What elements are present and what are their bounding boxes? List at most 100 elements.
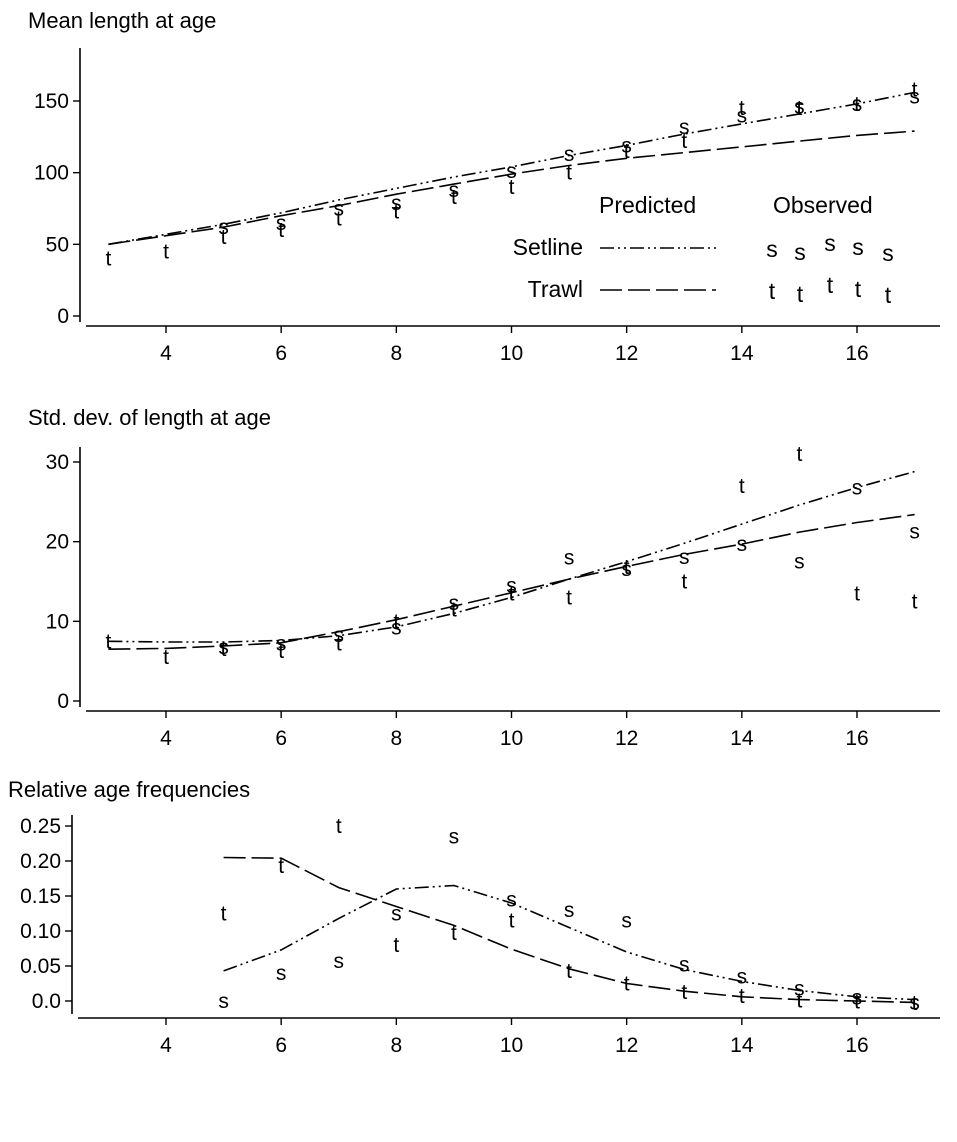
trawl-observed-point: t <box>854 582 860 605</box>
y-tick-label: 0 <box>57 690 69 713</box>
setline-observed-point: s <box>679 116 690 139</box>
x-tick-label: 10 <box>500 727 523 750</box>
trawl-observed-point: t <box>912 992 918 1015</box>
x-tick-label: 10 <box>500 342 523 365</box>
setline-observed-point: s <box>334 198 345 221</box>
x-tick-label: 8 <box>390 727 402 750</box>
x-tick-label: 12 <box>615 727 638 750</box>
legend-marker-trawl: t <box>769 278 776 304</box>
panel-title: Mean length at age <box>28 8 216 33</box>
setline-observed-point: s <box>506 889 517 912</box>
setline-observed-point: s <box>909 520 920 543</box>
x-tick-label: 14 <box>730 342 754 365</box>
trawl-observed-point: t <box>796 443 802 466</box>
setline-observed-point: s <box>506 574 517 597</box>
setline-observed-point: s <box>909 991 920 1014</box>
y-tick-label: 0.05 <box>20 955 61 978</box>
trawl-observed-point: t <box>624 556 630 579</box>
x-tick-label: 4 <box>160 342 172 365</box>
setline-observed-point: s <box>737 966 748 989</box>
trawl-observed-point: t <box>278 640 284 663</box>
y-tick-label: 50 <box>46 233 69 256</box>
setline-observed-point: s <box>852 987 863 1010</box>
x-tick-label: 4 <box>160 727 172 750</box>
y-tick-label: 0.10 <box>20 920 61 943</box>
setline-observed-point: s <box>679 546 690 569</box>
x-tick-label: 8 <box>390 342 402 365</box>
trawl-observed-point: t <box>105 630 111 653</box>
legend-header-observed: Observed <box>773 192 873 218</box>
panel-2: Std. dev. of length at age 0 10 20 30 4 6 8 10 12… <box>28 405 940 750</box>
y-tick-label: 0 <box>57 305 69 328</box>
x-tick-label: 16 <box>845 727 868 750</box>
trawl-observed-point: t <box>854 991 860 1014</box>
trawl-observed-point: t <box>221 638 227 661</box>
setline-observed-point: s <box>334 950 345 973</box>
setline-observed-point: s <box>391 192 402 215</box>
setline-observed-point: s <box>564 143 575 166</box>
setline-observed-point: s <box>852 93 863 116</box>
trawl-observed-point: t <box>451 598 457 621</box>
setline-observed-point: s <box>218 216 229 239</box>
legend-marker-trawl: t <box>885 282 892 308</box>
trawl-observed-point: t <box>163 241 169 264</box>
x-tick-label: 16 <box>845 342 868 365</box>
x-tick-label: 14 <box>730 1034 754 1057</box>
x-tick-label: 16 <box>845 1034 868 1057</box>
trawl-observed-point: t <box>739 475 745 498</box>
setline-observed-point: s <box>794 977 805 1000</box>
panel-3: Relative age frequencies 0.0 0.05 0.10 0.15 0… <box>8 777 940 1057</box>
setline-observed-point: s <box>737 104 748 127</box>
trawl-observed-point: t <box>451 186 457 209</box>
trawl-observed-point: t <box>509 910 515 933</box>
legend-marker-setline: s <box>766 236 778 262</box>
trawl-observed-point: t <box>796 989 802 1012</box>
setline-observed-point: s <box>218 636 229 659</box>
y-tick-label: 0.25 <box>20 815 61 838</box>
legend-marker-trawl: t <box>827 272 834 298</box>
setline-observed-point: s <box>276 633 287 656</box>
trawl-observed-point: t <box>566 586 572 609</box>
trawl-observed-point: t <box>739 97 745 120</box>
trawl-observed-point: t <box>624 973 630 996</box>
y-tick-label: 0.20 <box>20 850 61 873</box>
y-tick-label: 100 <box>34 162 69 185</box>
x-tick-label: 10 <box>500 1034 523 1057</box>
trawl-observed-point: t <box>566 960 572 983</box>
trawl-observed-point: t <box>509 582 515 605</box>
y-tick-label: 150 <box>34 90 69 113</box>
setline-observed-point: s <box>449 592 460 615</box>
trawl-observed-point: t <box>681 981 687 1004</box>
x-tick-label: 12 <box>615 1034 638 1057</box>
trawl-observed-point: t <box>681 130 687 153</box>
setline-observed-point: s <box>621 910 632 933</box>
trawl-observed-point: t <box>854 93 860 116</box>
x-tick-label: 12 <box>615 342 638 365</box>
trawl-observed-point: t <box>566 162 572 185</box>
trawl-observed-point: t <box>624 140 630 163</box>
setline-observed-point: s <box>391 903 402 926</box>
setline-observed-point: s <box>391 617 402 640</box>
y-tick-label: 20 <box>46 531 69 554</box>
setline-observed-point: s <box>506 160 517 183</box>
x-tick-label: 6 <box>275 342 287 365</box>
legend-marker-trawl: t <box>855 276 862 302</box>
legend-label-trawl: Trawl <box>528 276 583 302</box>
setline-observed-point: s <box>621 558 632 581</box>
setline-observed-point: s <box>794 551 805 574</box>
y-tick-label: 30 <box>46 451 69 474</box>
setline-observed-point: s <box>564 899 575 922</box>
legend-marker-setline: s <box>824 230 836 256</box>
setline-observed-point: s <box>621 134 632 157</box>
legend-marker-setline: s <box>794 239 806 265</box>
trawl-observed-point: t <box>278 219 284 242</box>
x-tick-label: 8 <box>390 1034 402 1057</box>
x-tick-label: 4 <box>160 1034 172 1057</box>
panel-title: Std. dev. of length at age <box>28 405 271 430</box>
trawl-observed-point: t <box>278 855 284 878</box>
trawl-observed-point: t <box>336 633 342 656</box>
setline-observed-point: s <box>276 962 287 985</box>
